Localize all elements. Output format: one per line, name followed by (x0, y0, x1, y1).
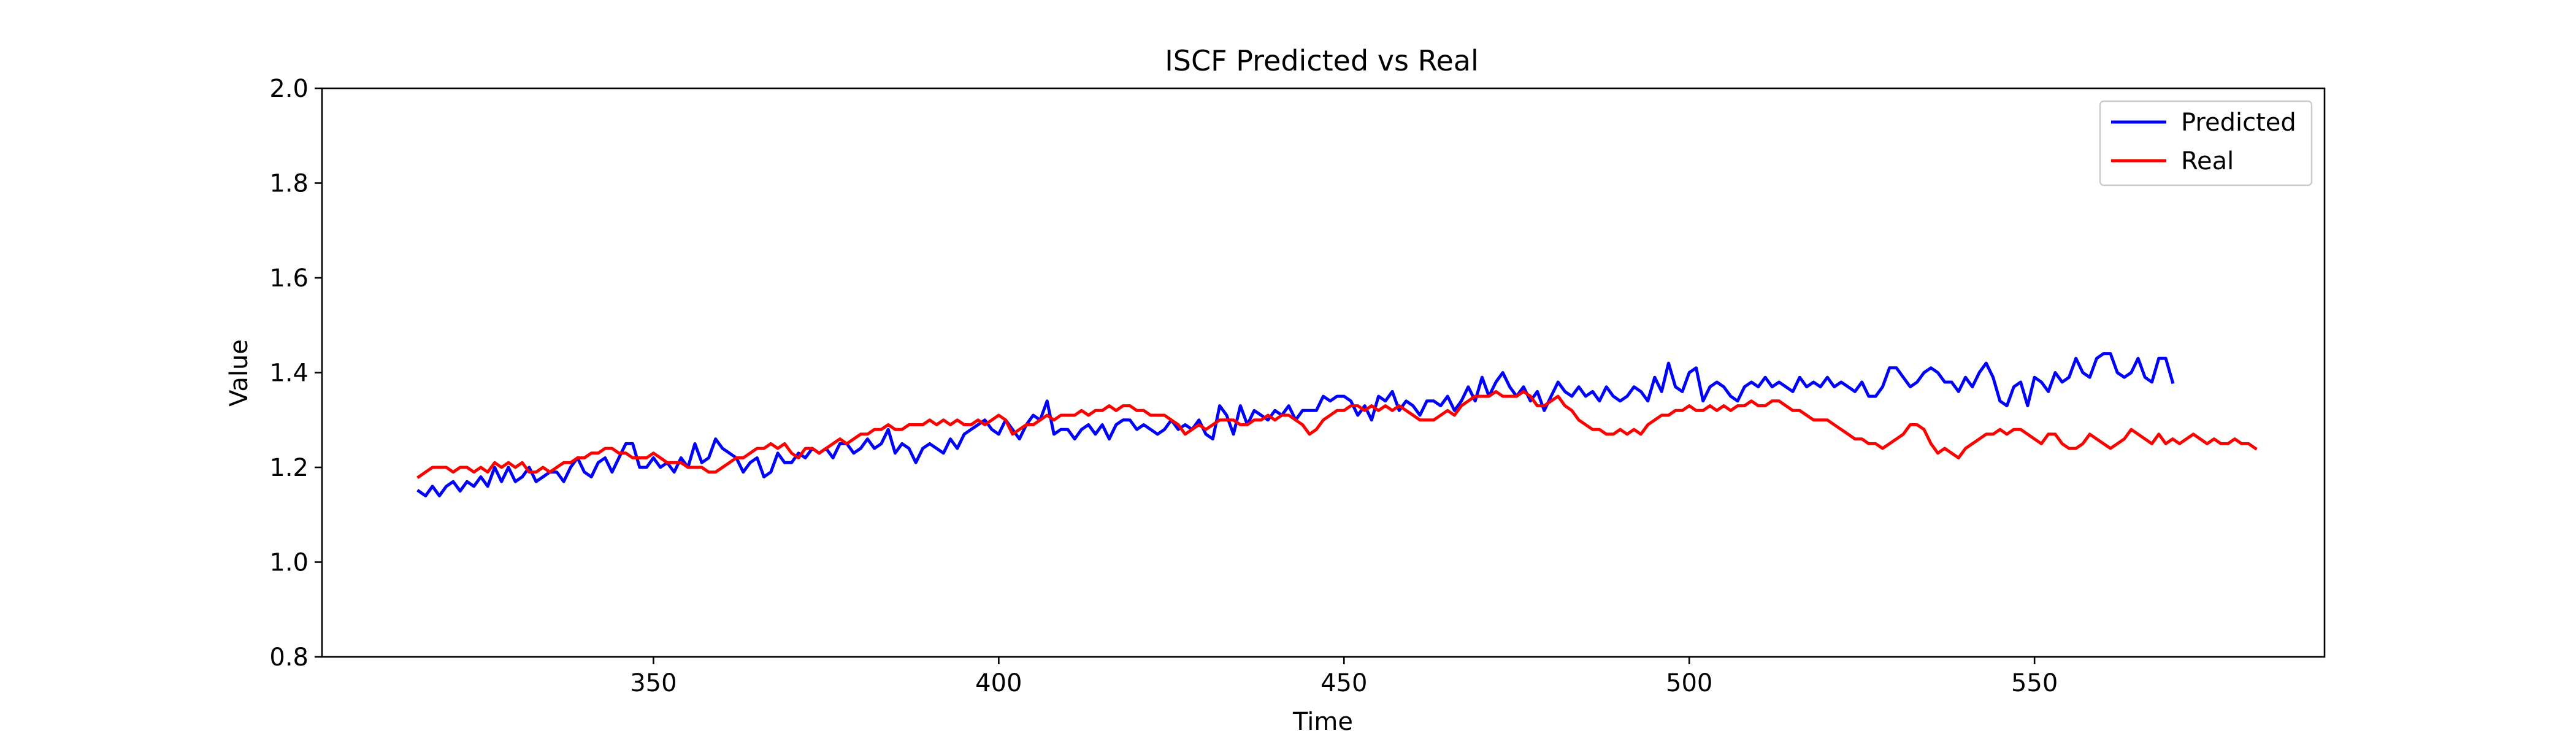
y-tick-label: 2.0 (269, 75, 309, 103)
x-tick-label: 450 (1321, 669, 1367, 697)
legend-label-predicted: Predicted (2181, 109, 2296, 137)
plot-frame (321, 87, 2326, 658)
legend-label-real: Real (2181, 147, 2234, 175)
x-tick-label: 350 (630, 669, 677, 697)
legend: Predicted Real (2099, 100, 2313, 186)
y-tick-label: 1.0 (269, 549, 309, 577)
series-line-real (416, 389, 2258, 479)
x-tick-label: 500 (1666, 669, 1712, 697)
plot-lines (416, 352, 2258, 497)
y-tick-label: 0.8 (269, 643, 309, 672)
y-tick-label: 1.6 (269, 264, 309, 293)
y-tick-label: 1.4 (269, 359, 309, 388)
x-tick-label: 400 (975, 669, 1022, 697)
x-axis-label: Time (1292, 708, 1353, 736)
y-axis: 0.8 1.0 1.2 1.4 1.6 1.8 2.0 (269, 75, 322, 672)
x-axis: 350 400 450 500 550 (630, 657, 2058, 697)
chart-title: ISCF Predicted vs Real (1165, 44, 1479, 77)
y-tick-label: 1.2 (269, 454, 309, 482)
y-axis-label: Value (225, 339, 253, 407)
y-tick-label: 1.8 (269, 170, 309, 198)
x-tick-label: 550 (2011, 669, 2058, 697)
